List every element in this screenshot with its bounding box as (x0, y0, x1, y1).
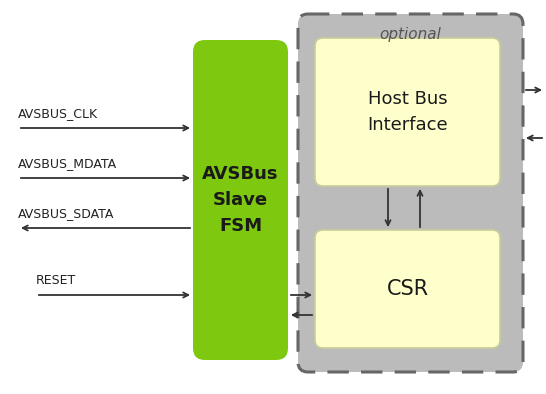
FancyBboxPatch shape (193, 40, 288, 360)
FancyBboxPatch shape (315, 38, 500, 186)
FancyBboxPatch shape (298, 14, 523, 372)
Text: CSR: CSR (387, 279, 429, 299)
Text: AVSBUS_CLK: AVSBUS_CLK (18, 107, 98, 120)
Text: AVSBus
Slave
FSM: AVSBus Slave FSM (202, 165, 279, 235)
Text: optional: optional (379, 26, 441, 41)
Text: AVSBUS_MDATA: AVSBUS_MDATA (18, 157, 117, 170)
FancyBboxPatch shape (315, 230, 500, 348)
Text: RESET: RESET (36, 274, 76, 287)
Text: Host Bus
Interface: Host Bus Interface (367, 90, 448, 134)
Text: AVSBUS_SDATA: AVSBUS_SDATA (18, 207, 114, 220)
